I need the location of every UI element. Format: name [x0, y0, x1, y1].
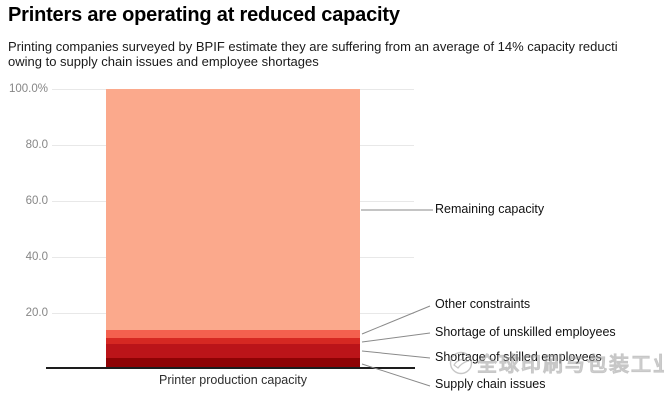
- chart-title: Printers are operating at reduced capaci…: [8, 4, 400, 26]
- y-tick-label-80: 80.0: [25, 139, 48, 151]
- chart-subtitle-line1: Printing companies surveyed by BPIF esti…: [8, 39, 618, 54]
- bar-segment-supply-chain-issues[interactable]: [106, 357, 360, 369]
- bar-segment-shortage-of-unskilled-employees[interactable]: [106, 338, 360, 344]
- chart-subtitle: Printing companies surveyed by BPIF esti…: [8, 39, 618, 69]
- y-tick-label-60: 60.0: [25, 195, 48, 207]
- y-tick-label-100: 100.0%: [8, 83, 48, 95]
- annotation-skilled-employees: Shortage of skilled employees: [435, 350, 602, 364]
- bar-segment-remaining-capacity[interactable]: [106, 89, 360, 330]
- y-tick-label-40: 40.0: [25, 251, 48, 263]
- bar-stack: [106, 89, 360, 369]
- x-axis-line: [46, 367, 415, 369]
- x-axis-category-label: Printer production capacity: [159, 373, 307, 387]
- annotation-supply-chain-issues: Supply chain issues: [435, 377, 546, 391]
- annotation-remaining-capacity: Remaining capacity: [435, 202, 545, 216]
- bar-segment-shortage-of-skilled-employees[interactable]: [106, 343, 360, 358]
- bar-segment-other-constraints[interactable]: [106, 329, 360, 339]
- annotation-leader-lines: [361, 209, 433, 387]
- chart-subtitle-line2: owing to supply chain issues and employe…: [8, 54, 319, 69]
- annotation-unskilled-employees: Shortage of unskilled employees: [435, 325, 616, 339]
- y-tick-label-20: 20.0: [25, 307, 48, 319]
- annotation-other-constraints: Other constraints: [435, 297, 531, 311]
